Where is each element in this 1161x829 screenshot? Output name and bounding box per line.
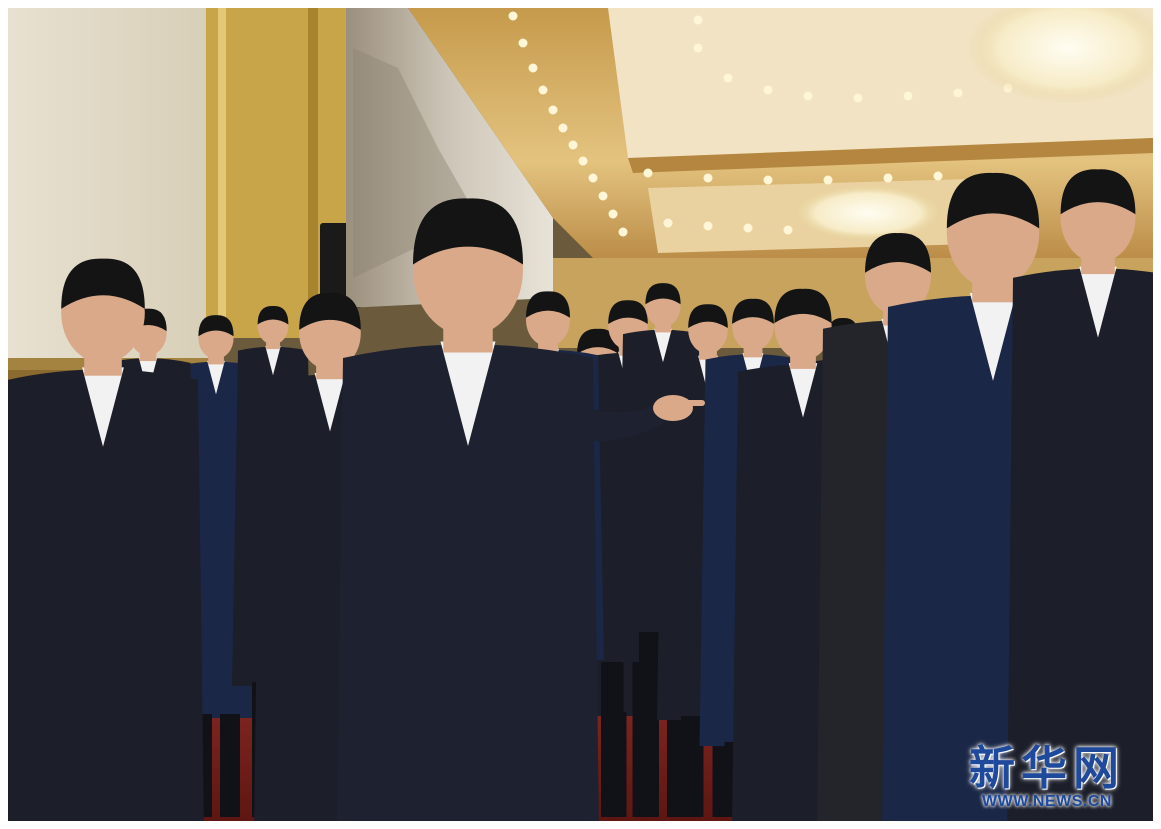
ceiling-light <box>578 156 588 166</box>
ceiling-light <box>803 91 813 101</box>
ceiling-light <box>528 63 538 73</box>
ceiling-light <box>953 88 963 98</box>
person <box>337 198 705 821</box>
ceiling-light <box>783 225 793 235</box>
ceiling-light <box>763 175 773 185</box>
pointing-hand <box>653 395 693 421</box>
ceiling-light <box>663 218 673 228</box>
chandelier-right <box>968 8 1153 103</box>
chandelier-left <box>793 185 943 241</box>
crowd-group <box>8 169 1153 821</box>
ceiling-light <box>703 221 713 231</box>
ceiling-light <box>763 85 773 95</box>
ceiling-light <box>693 15 703 25</box>
watermark-brand: 新华网 <box>969 741 1125 795</box>
ceiling-light <box>508 11 518 21</box>
ceiling-light <box>608 209 618 219</box>
ceiling-light <box>548 105 558 115</box>
news-photo: 新华网 WWW.NEWS.CN <box>8 8 1153 821</box>
ceiling-light <box>518 38 528 48</box>
person <box>8 258 204 821</box>
ceiling-light <box>933 171 943 181</box>
ceiling-light <box>823 175 833 185</box>
ceiling-light <box>723 73 733 83</box>
ceiling-light <box>538 85 548 95</box>
person <box>1007 169 1153 821</box>
ceiling-light <box>703 173 713 183</box>
ceiling-light <box>743 223 753 233</box>
pointing-arm <box>543 388 668 442</box>
ceiling-light <box>558 123 568 133</box>
photo-scene <box>8 8 1153 821</box>
watermark-url: WWW.NEWS.CN <box>982 793 1112 810</box>
ceiling-light <box>588 173 598 183</box>
ceiling-light <box>883 173 893 183</box>
ceiling-light <box>853 93 863 103</box>
ceiling-light <box>903 91 913 101</box>
ceiling-light <box>598 191 608 201</box>
ceiling-light <box>618 227 628 237</box>
news-watermark: 新华网 WWW.NEWS.CN <box>969 743 1125 811</box>
ceiling-light <box>568 140 578 150</box>
ceiling-light <box>693 43 703 53</box>
ceiling-light <box>643 168 653 178</box>
